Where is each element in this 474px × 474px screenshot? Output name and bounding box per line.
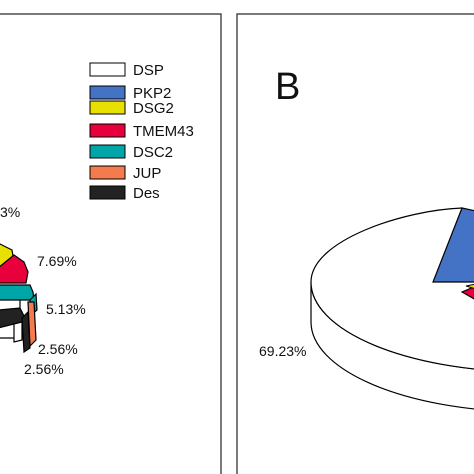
pie-a-label-tmem43: 7.69% bbox=[37, 253, 77, 269]
legend-item-tmem43: TMEM43 bbox=[89, 123, 194, 140]
legend-item-dsg2: DSG2 bbox=[89, 100, 174, 117]
legend-swatch-des bbox=[89, 185, 126, 200]
legend-swatch-dsc2 bbox=[89, 144, 126, 159]
pie-b-label-dsp: 69.23% bbox=[259, 343, 306, 359]
pie-b-slice-dsg2 bbox=[465, 283, 474, 289]
pie-b-slice-dsp bbox=[310, 207, 474, 370]
legend-label-jup: JUP bbox=[133, 165, 161, 182]
panel-a-frame bbox=[0, 13, 222, 474]
legend-label-des: Des bbox=[133, 185, 160, 202]
legend-item-jup: JUP bbox=[89, 165, 161, 182]
legend-swatch-dsg2 bbox=[89, 100, 126, 115]
legend-item-dsp: DSP bbox=[89, 62, 164, 79]
legend-item-dsc2: DSC2 bbox=[89, 144, 173, 161]
pie-chart-a bbox=[0, 243, 38, 354]
pie-a-label-dsg2: 3% bbox=[0, 204, 20, 220]
legend-swatch-jup bbox=[89, 165, 126, 180]
legend-label-dsc2: DSC2 bbox=[133, 144, 173, 161]
legend-swatch-tmem43 bbox=[89, 123, 126, 138]
legend-label-dsp: DSP bbox=[133, 62, 164, 79]
legend-swatch-dsp bbox=[89, 62, 126, 77]
pie-b-slice-tmem43 bbox=[460, 286, 474, 300]
legend-swatch-pkp2 bbox=[89, 85, 126, 100]
legend-label-tmem43: TMEM43 bbox=[133, 123, 194, 140]
pie-a-slice-tmem43 bbox=[0, 254, 29, 284]
panel-b-letter: B bbox=[275, 66, 300, 108]
pie-a-label-dsc2: 5.13% bbox=[46, 301, 86, 317]
legend-item-des: Des bbox=[89, 185, 160, 202]
legend-item-pkp2: PKP2 bbox=[89, 85, 171, 102]
pie-a-label-des: 2.56% bbox=[24, 361, 64, 377]
pie-chart-b bbox=[310, 207, 474, 410]
legend-label-dsg2: DSG2 bbox=[133, 100, 174, 117]
pie-a-slice-des bbox=[0, 307, 31, 354]
legend: DSP PKP2 DSG2 TMEM43 DSC2 JUP Des bbox=[89, 62, 194, 202]
legend-label-pkp2: PKP2 bbox=[133, 85, 171, 102]
pie-a-label-jup: 2.56% bbox=[38, 341, 78, 357]
pie-b-slice-pkp2 bbox=[432, 207, 474, 283]
